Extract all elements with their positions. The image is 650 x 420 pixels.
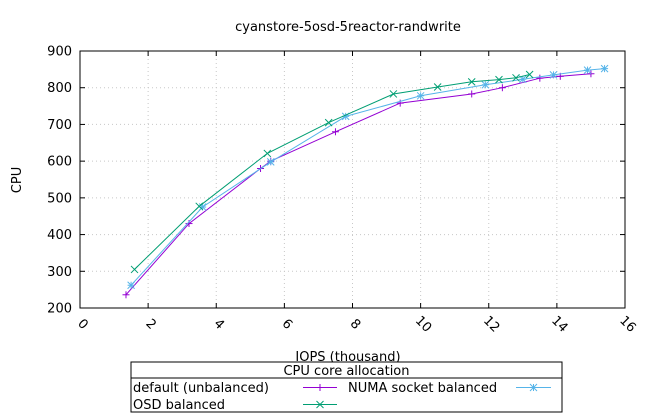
axes: 200 300 400 500 600 700 800 900 0 2 4 6 8 10 12 14 16 bbox=[47, 45, 638, 336]
legend-marker-0 bbox=[316, 384, 324, 391]
x-tick-label: 12 bbox=[480, 313, 502, 335]
data-point bbox=[127, 281, 135, 290]
data-point bbox=[518, 75, 527, 84]
x-tick-label: 2 bbox=[142, 316, 158, 332]
y-axis-label: CPU bbox=[10, 167, 25, 193]
legend: CPU core allocation default (unbalanced) N… bbox=[130, 361, 563, 413]
x-axis-label: IOPS (thousand) bbox=[295, 350, 400, 365]
x-tick-label: 10 bbox=[412, 313, 434, 335]
x-tick-label: 8 bbox=[347, 316, 363, 332]
x-tick-label: 14 bbox=[548, 313, 570, 335]
series-layer bbox=[122, 64, 609, 299]
data-point bbox=[549, 71, 558, 79]
data-point bbox=[467, 77, 476, 86]
data-point bbox=[389, 90, 398, 98]
x-tick-label: 6 bbox=[279, 316, 295, 332]
series-line-0 bbox=[125, 73, 591, 296]
data-point bbox=[122, 291, 130, 299]
legend-marker-2 bbox=[316, 400, 324, 409]
data-point bbox=[416, 91, 425, 100]
y-tick-label: 300 bbox=[47, 265, 72, 280]
y-tick-label: 800 bbox=[47, 81, 72, 96]
data-point bbox=[396, 99, 404, 107]
data-point bbox=[600, 64, 609, 73]
data-point bbox=[468, 90, 476, 98]
data-point bbox=[331, 128, 339, 136]
grid bbox=[80, 51, 625, 308]
data-point bbox=[512, 73, 520, 82]
x-tick-label: 0 bbox=[74, 316, 90, 332]
y-tick-label: 400 bbox=[47, 228, 72, 243]
legend-marker-1 bbox=[529, 383, 538, 392]
data-point bbox=[583, 66, 592, 74]
data-point bbox=[587, 70, 595, 78]
y-tick-label: 200 bbox=[47, 302, 72, 317]
legend-label-2: OSD balanced bbox=[133, 398, 225, 413]
data-point bbox=[195, 202, 204, 211]
series-line-1 bbox=[130, 68, 605, 286]
data-point bbox=[536, 74, 544, 82]
chart-title: cyanstore-5osd-5reactor-randwrite bbox=[235, 20, 461, 35]
legend-box bbox=[130, 361, 563, 413]
x-tick-label: 4 bbox=[210, 316, 226, 332]
data-point bbox=[324, 118, 333, 127]
data-point bbox=[433, 83, 442, 91]
y-tick-label: 500 bbox=[47, 191, 72, 206]
series-line-2 bbox=[134, 74, 530, 270]
data-point bbox=[263, 149, 272, 158]
y-tick-label: 700 bbox=[47, 118, 72, 133]
y-tick-label: 900 bbox=[47, 45, 72, 60]
y-tick-label: 600 bbox=[47, 155, 72, 170]
data-point bbox=[481, 80, 490, 89]
data-point bbox=[130, 265, 139, 274]
legend-label-0: default (unbalanced) bbox=[133, 381, 269, 396]
legend-title: CPU core allocation bbox=[283, 364, 409, 379]
data-point bbox=[498, 84, 506, 92]
legend-label-1: NUMA socket balanced bbox=[348, 381, 497, 396]
x-tick-label: 16 bbox=[616, 313, 638, 335]
data-point bbox=[525, 70, 534, 79]
data-point bbox=[495, 75, 503, 84]
data-point bbox=[266, 158, 275, 166]
